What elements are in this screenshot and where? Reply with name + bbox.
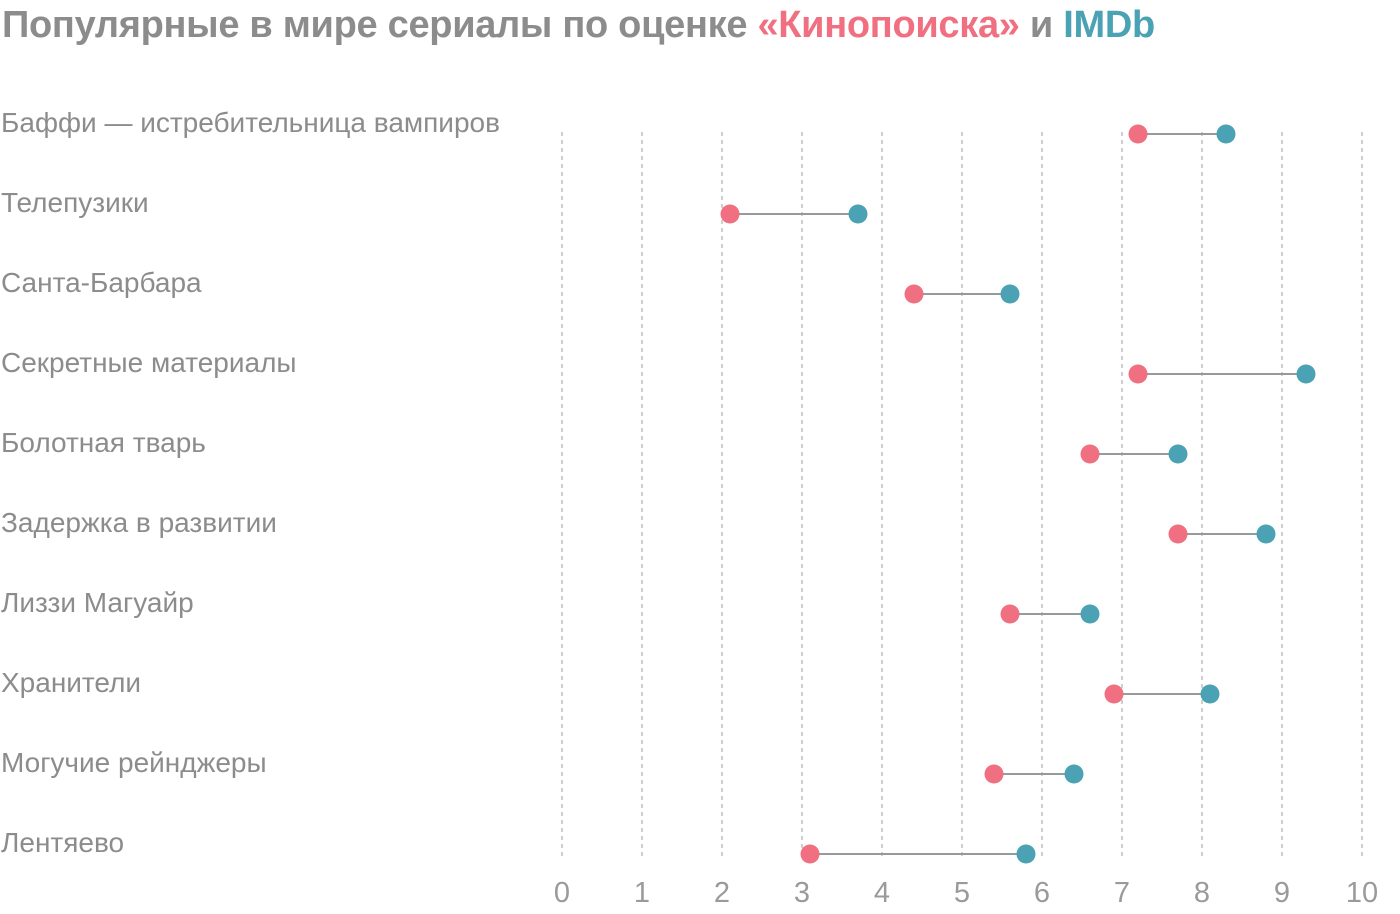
imdb-point (1016, 844, 1036, 864)
x-tick-label: 7 (1114, 877, 1130, 909)
kinopoisk-point (1080, 444, 1100, 464)
category-labels: Баффи — истребительница вампиров Телепузи… (1, 107, 500, 858)
x-tick-label: 10 (1346, 877, 1378, 909)
kinopoisk-point (1128, 364, 1148, 384)
kinopoisk-point (720, 204, 740, 224)
imdb-point (848, 204, 868, 224)
kinopoisk-point (904, 284, 924, 304)
category-label: Баффи — истребительница вампиров (1, 107, 500, 138)
x-tick-label: 8 (1194, 877, 1210, 909)
category-label: Могучие рейнджеры (1, 747, 267, 778)
x-tick-label: 2 (714, 877, 730, 909)
x-tick-label: 0 (554, 877, 570, 909)
imdb-point (1216, 124, 1236, 144)
imdb-point (1080, 604, 1100, 624)
category-label: Санта-Барбара (1, 267, 202, 298)
x-tick-label: 4 (874, 877, 890, 909)
x-tick-label: 6 (1034, 877, 1050, 909)
x-tick-label: 3 (794, 877, 810, 909)
title-joiner: и (1019, 4, 1064, 46)
category-label: Лиззи Магуайр (1, 587, 194, 618)
imdb-point (1000, 284, 1020, 304)
imdb-point (1200, 684, 1220, 704)
imdb-point (1064, 764, 1084, 784)
title-prefix: Популярные в мире сериалы по оценке (2, 4, 758, 46)
kinopoisk-point (1168, 524, 1188, 544)
category-label: Телепузики (1, 187, 149, 218)
x-tick-label: 1 (634, 877, 650, 909)
title-kinopoisk: «Кинопоиска» (757, 4, 1020, 46)
category-label: Болотная тварь (1, 427, 206, 458)
data-rows (720, 124, 1316, 864)
kinopoisk-point (984, 764, 1004, 784)
x-tick-label: 9 (1274, 877, 1290, 909)
imdb-point (1168, 444, 1188, 464)
category-label: Секретные материалы (1, 347, 297, 378)
imdb-point (1296, 364, 1316, 384)
grid-lines (561, 132, 1363, 858)
category-label: Хранители (1, 667, 141, 698)
kinopoisk-point (800, 844, 820, 864)
category-label: Задержка в развитии (1, 507, 277, 538)
x-axis-ticks: 0 1 2 3 4 5 6 7 8 9 10 (554, 877, 1378, 909)
kinopoisk-point (1104, 684, 1124, 704)
kinopoisk-point (1000, 604, 1020, 624)
imdb-point (1256, 524, 1276, 544)
chart-title: Популярные в мире сериалы по оценке «Кин… (2, 0, 1155, 50)
kinopoisk-point (1128, 124, 1148, 144)
title-imdb: IMDb (1063, 4, 1155, 46)
category-label: Лентяево (1, 827, 124, 858)
x-tick-label: 5 (954, 877, 970, 909)
